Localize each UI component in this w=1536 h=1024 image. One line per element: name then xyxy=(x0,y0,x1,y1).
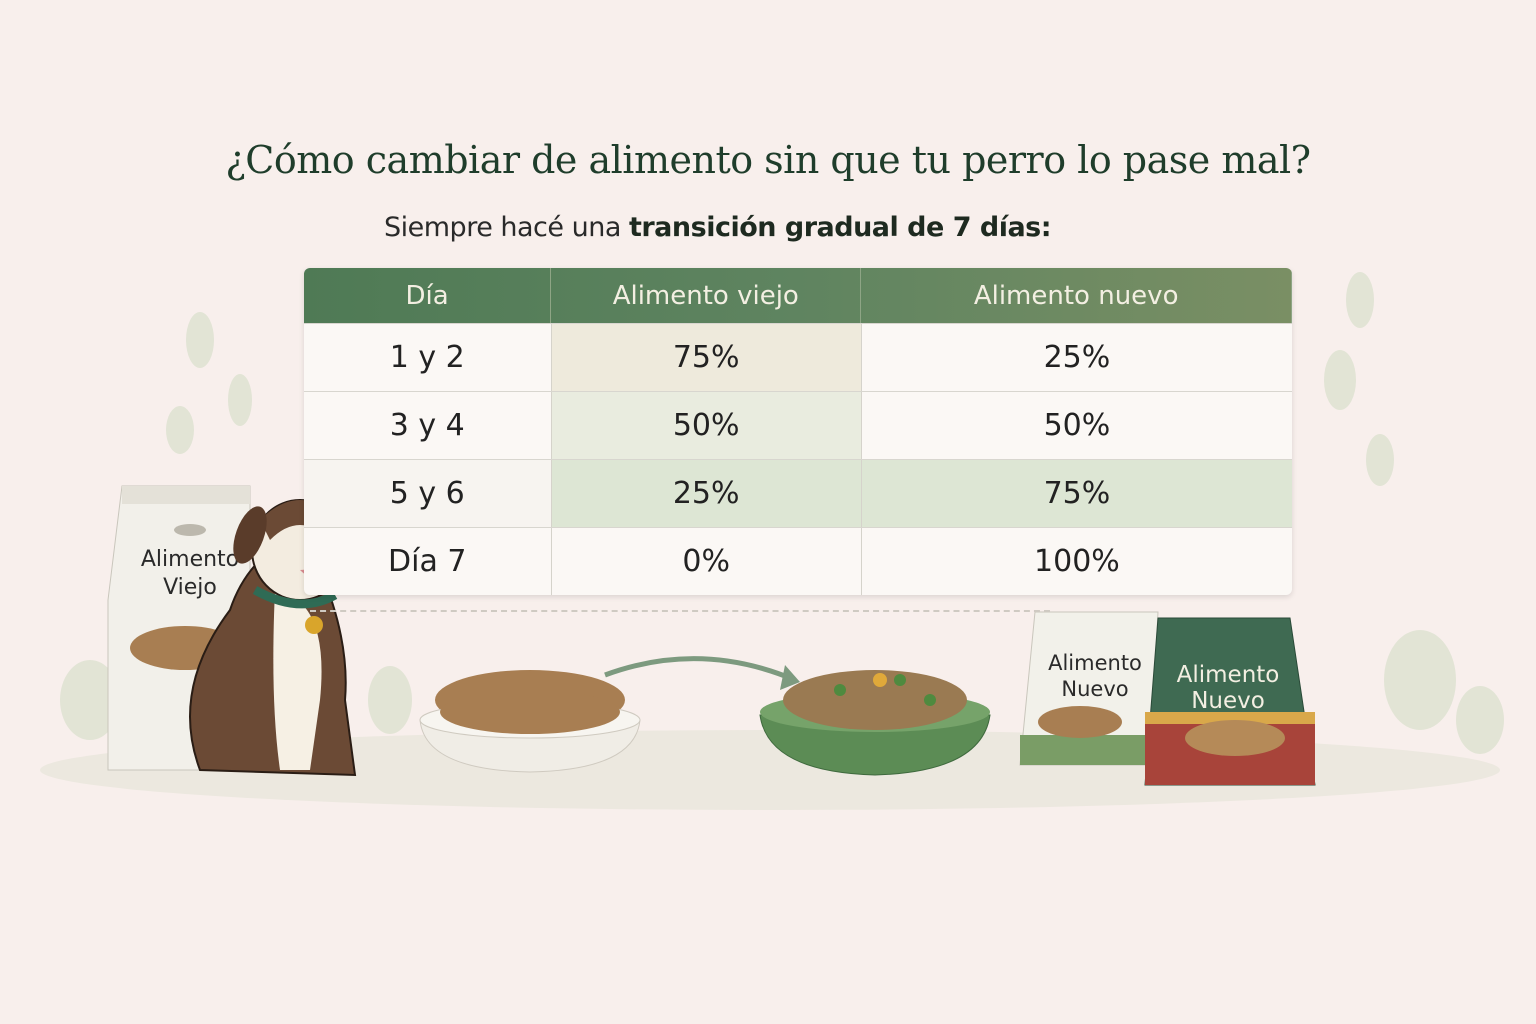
table-header: Día Alimento viejo Alimento nuevo xyxy=(304,268,1292,324)
header-day: Día xyxy=(304,268,552,323)
cell-day: 1 y 2 xyxy=(304,324,552,391)
subtitle: Siempre hacé una transición gradual de 7… xyxy=(384,212,1052,243)
table-row: 1 y 2 75% 25% xyxy=(304,324,1292,392)
subtitle-prefix: Siempre hacé una xyxy=(384,212,629,243)
header-old-food: Alimento viejo xyxy=(551,268,862,323)
old-food-bowl xyxy=(419,670,641,773)
cell-day: 5 y 6 xyxy=(304,460,552,527)
cell-new: 25% xyxy=(1043,340,1111,375)
new-bag-green-label: Alimento xyxy=(1177,662,1280,688)
old-bag-label-2: Viejo xyxy=(163,575,217,600)
cell-day: 3 y 4 xyxy=(304,392,552,459)
table-row: 5 y 6 25% 75% xyxy=(304,460,1292,528)
new-bag-light-label-2: Nuevo xyxy=(1061,677,1128,701)
cell-old: 50% xyxy=(551,392,862,459)
cell-old: 75% xyxy=(551,324,862,391)
cell-new: 75% xyxy=(1043,476,1111,511)
cell-new: 50% xyxy=(1043,408,1111,443)
cell-day: Día 7 xyxy=(304,528,552,595)
new-bag-light-label: Alimento xyxy=(1048,651,1142,675)
collar xyxy=(252,586,338,609)
new-food-bag-green: Alimento Nuevo xyxy=(1144,617,1316,786)
transition-table: Día Alimento viejo Alimento nuevo 1 y 2 … xyxy=(304,268,1292,595)
cell-new: 100% xyxy=(1034,544,1120,579)
collar-tag xyxy=(305,616,323,634)
header-new-food: Alimento nuevo xyxy=(861,268,1292,323)
table-row: 3 y 4 50% 50% xyxy=(304,392,1292,460)
page-title: ¿Cómo cambiar de alimento sin que tu per… xyxy=(225,138,1311,182)
table-row: Día 7 0% 100% xyxy=(304,528,1292,595)
subtitle-emphasis: transición gradual de 7 días: xyxy=(628,212,1052,243)
new-bag-green-label-2: Nuevo xyxy=(1191,688,1265,714)
new-food-bowl xyxy=(759,670,991,776)
foliage-left xyxy=(60,312,412,740)
arrow-icon xyxy=(604,656,796,683)
cell-old: 25% xyxy=(552,460,862,527)
foliage-right xyxy=(1324,272,1504,754)
dashed-divider xyxy=(310,610,1050,612)
old-bag-label: Alimento xyxy=(141,547,239,572)
new-food-bag-light: Alimento Nuevo xyxy=(1019,611,1159,766)
arrow-head xyxy=(780,665,800,690)
cell-old: 0% xyxy=(552,528,862,595)
